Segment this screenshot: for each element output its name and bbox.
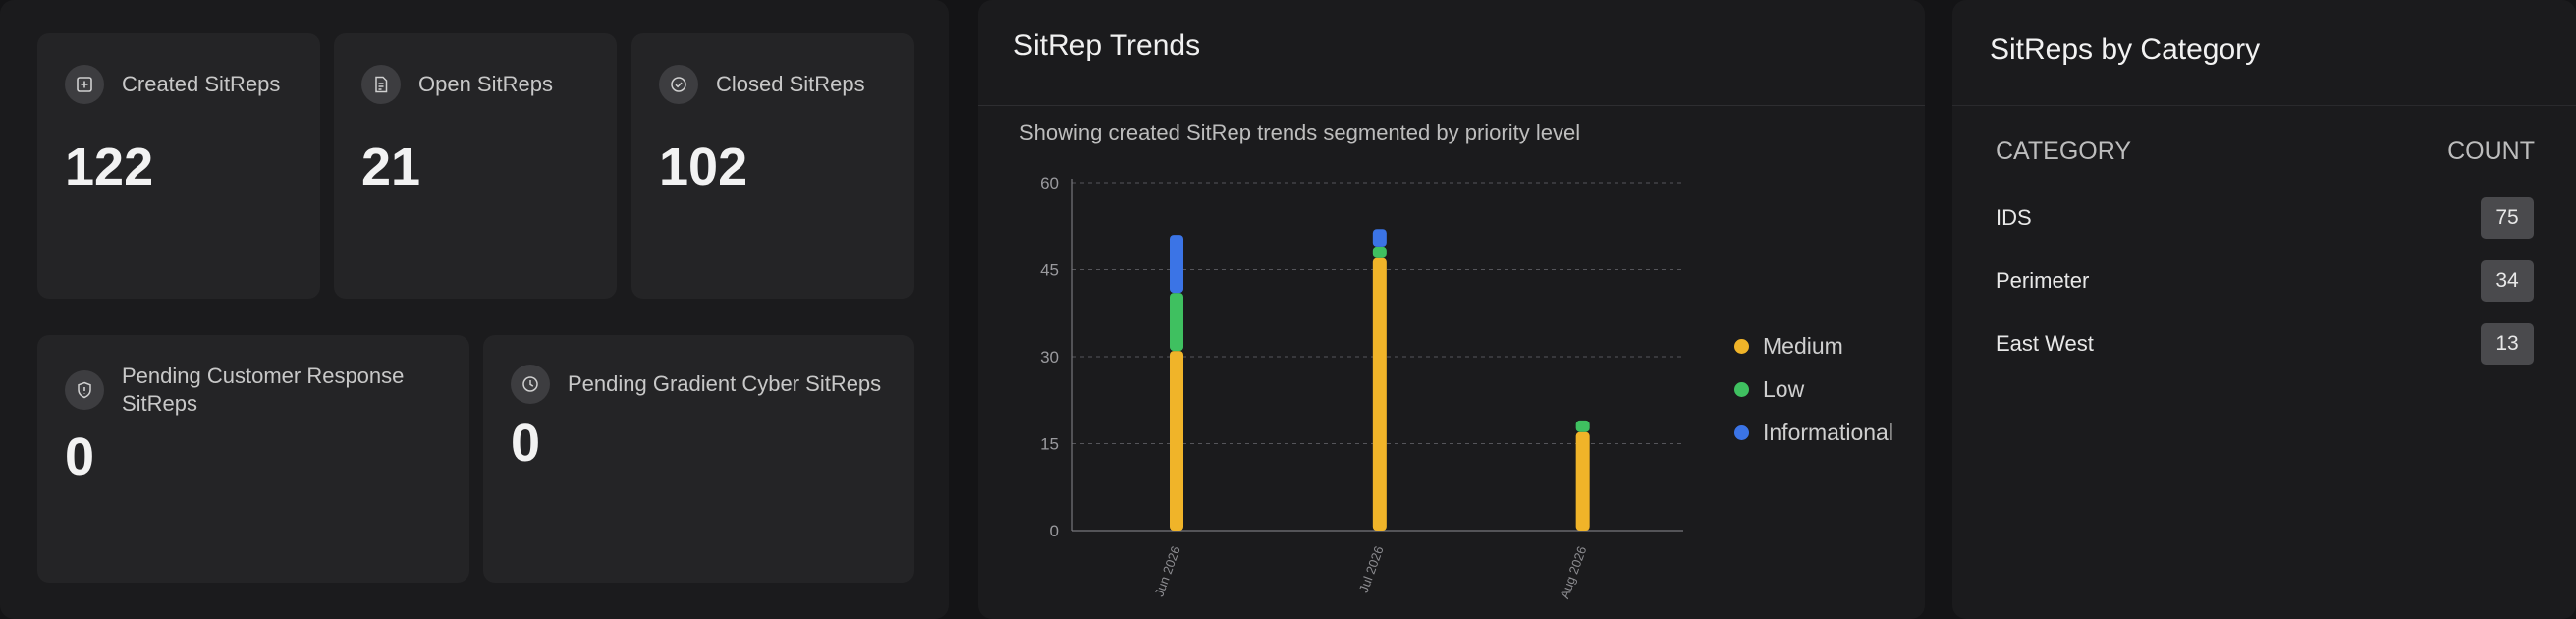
y-tick-label: 45 — [1040, 261, 1059, 280]
pending-customer-card[interactable]: Pending Customer Response SitReps 0 — [37, 335, 469, 583]
trends-subtitle: Showing created SitRep trends segmented … — [1019, 120, 1581, 144]
trends-panel: SitRep Trends Showing created SitRep tre… — [978, 0, 1925, 619]
legend-dot — [1734, 381, 1749, 397]
pending-gradient-card[interactable]: Pending Gradient Cyber SitReps 0 — [483, 335, 914, 583]
open-sitreps-label: Open SitReps — [418, 72, 553, 96]
category-row-perimeter[interactable]: Perimeter 34 — [1996, 259, 2534, 303]
bar-segment-low[interactable] — [1170, 293, 1183, 352]
category-panel: SitReps by Category CATEGORY COUNT IDS 7… — [1952, 0, 2576, 619]
y-tick-label: 15 — [1040, 435, 1059, 454]
category-count-badge: 75 — [2481, 197, 2534, 239]
pending-customer-label: Pending Customer Response SitReps — [122, 364, 405, 416]
pending-gradient-label: Pending Gradient Cyber SitReps — [568, 371, 882, 396]
x-tick-label: Aug 2026 — [1557, 544, 1589, 600]
bar-segment-medium[interactable] — [1170, 351, 1183, 531]
shield-icon — [65, 370, 104, 410]
category-row-ids[interactable]: IDS 75 — [1996, 197, 2534, 240]
legend-item-informational[interactable]: Informational — [1734, 411, 1893, 454]
category-name: Perimeter — [1996, 268, 2090, 293]
y-tick-label: 30 — [1040, 348, 1059, 366]
created-sitreps-label: Created SitReps — [122, 72, 281, 96]
legend-label: Medium — [1763, 332, 1843, 359]
closed-sitreps-value: 102 — [659, 138, 748, 197]
category-count-badge: 13 — [2481, 323, 2534, 365]
bar-segment-low[interactable] — [1372, 246, 1387, 258]
closed-sitreps-label: Closed SitReps — [716, 72, 865, 96]
stats-panel: Created SitReps 122 Open SitReps 21 Clos… — [0, 0, 949, 619]
bar-segment-informational[interactable] — [1372, 229, 1387, 247]
category-name: East West — [1996, 331, 2094, 356]
legend-item-low[interactable]: Low — [1734, 367, 1893, 411]
open-sitreps-card[interactable]: Open SitReps 21 — [334, 33, 617, 299]
bar-segment-medium[interactable] — [1372, 257, 1387, 531]
pending-gradient-value: 0 — [511, 414, 541, 473]
trends-chart: 0 15 30 45 60 Jun 2026 Jul 2026 Aug 2026 — [1040, 174, 1683, 600]
category-count-badge: 34 — [2481, 260, 2534, 302]
category-title: SitReps by Category — [1990, 33, 2261, 66]
created-sitreps-card[interactable]: Created SitReps 122 — [37, 33, 320, 299]
category-column-header[interactable]: CATEGORY — [1996, 138, 2131, 165]
y-tick-label: 0 — [1050, 522, 1059, 540]
trends-divider — [978, 105, 1925, 106]
y-tick-label: 60 — [1040, 174, 1059, 193]
pending-customer-value: 0 — [65, 427, 95, 486]
x-tick-label: Jun 2026 — [1151, 544, 1182, 598]
trends-title: SitRep Trends — [1014, 29, 1201, 62]
legend-label: Informational — [1763, 419, 1893, 445]
category-divider — [1952, 105, 2576, 106]
category-name: IDS — [1996, 205, 2032, 230]
plus-square-icon — [65, 65, 104, 104]
open-sitreps-value: 21 — [361, 138, 421, 197]
x-tick-label: Jul 2026 — [1356, 544, 1387, 594]
legend-item-medium[interactable]: Medium — [1734, 324, 1893, 367]
created-sitreps-value: 122 — [65, 138, 154, 197]
closed-sitreps-card[interactable]: Closed SitReps 102 — [631, 33, 914, 299]
bar-segment-medium[interactable] — [1575, 431, 1590, 531]
legend-dot — [1734, 338, 1749, 354]
bar-segment-low[interactable] — [1575, 420, 1590, 432]
legend-label: Low — [1763, 375, 1805, 402]
legend-dot — [1734, 424, 1749, 440]
chart-legend: Medium Low Informational — [1734, 324, 1893, 454]
document-icon — [361, 65, 401, 104]
category-row-east-west[interactable]: East West 13 — [1996, 322, 2534, 366]
bar-segment-informational[interactable] — [1170, 235, 1183, 294]
clock-icon — [511, 365, 550, 404]
check-circle-icon — [659, 65, 698, 104]
count-column-header[interactable]: COUNT — [2447, 138, 2535, 165]
